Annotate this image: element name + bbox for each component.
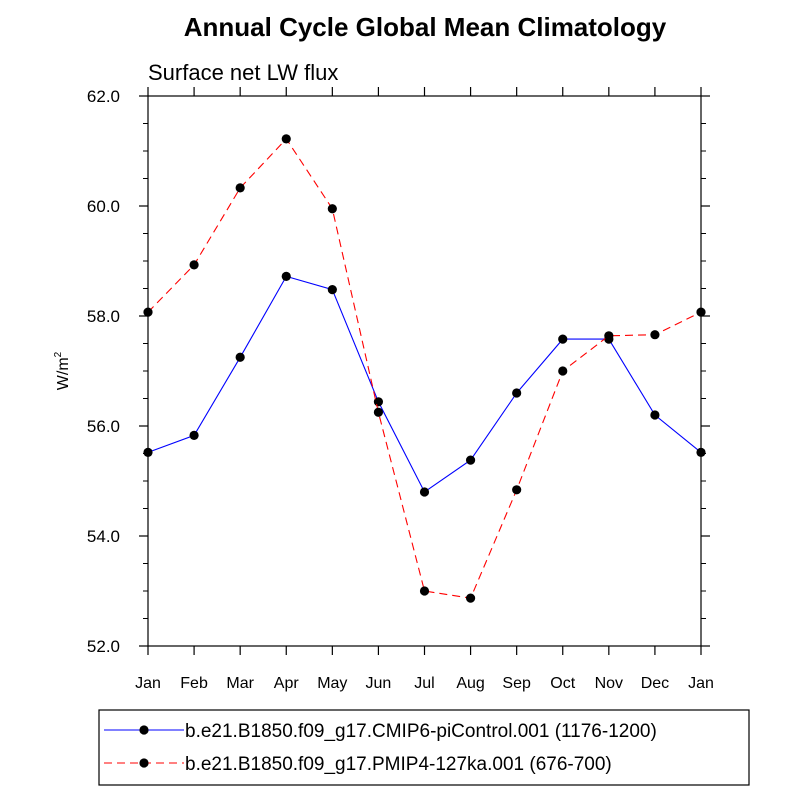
x-tick-label: Jan	[688, 675, 714, 692]
x-tick-label: Apr	[274, 675, 300, 692]
series-2-point	[327, 204, 337, 214]
x-tick-label: Aug	[456, 675, 484, 692]
series-2-point	[281, 134, 291, 144]
series-1-point	[696, 447, 706, 457]
legend-marker-1	[139, 725, 149, 735]
x-tick-label: Dec	[641, 675, 669, 692]
legend-label-1: b.e21.B1850.f09_g17.CMIP6-piControl.001 …	[185, 721, 657, 742]
legend-label-2: b.e21.B1850.f09_g17.PMIP4-127ka.001 (676…	[185, 754, 612, 775]
x-tick-label: Jun	[366, 675, 392, 692]
series-1-point	[512, 388, 522, 398]
series-1-point	[143, 447, 153, 457]
chart-title: Annual Cycle Global Mean Climatology	[184, 12, 667, 42]
x-tick-label: Feb	[180, 675, 208, 692]
x-tick-label: Jan	[135, 675, 161, 692]
y-tick-label: 52.0	[87, 637, 120, 656]
x-tick-label: Jul	[414, 675, 434, 692]
series-1-point	[327, 285, 337, 295]
y-tick-label: 54.0	[87, 527, 120, 546]
y-tick-label: 58.0	[87, 307, 120, 326]
legend: b.e21.B1850.f09_g17.CMIP6-piControl.001 …	[98, 709, 750, 786]
series-2-point	[419, 586, 430, 596]
series-line-2	[147, 138, 702, 599]
x-tick-label: May	[317, 675, 347, 692]
series-2-point	[650, 330, 660, 340]
series-2-point	[465, 593, 476, 603]
series-1-point	[281, 271, 291, 281]
series-1-point	[419, 487, 430, 497]
x-tick-label: Mar	[226, 675, 254, 692]
series-1-point	[373, 397, 384, 407]
series-2-point	[512, 485, 522, 495]
y-tick-label: 56.0	[87, 417, 120, 436]
series-2-point	[604, 331, 614, 341]
series-1-point	[189, 430, 199, 440]
series-1-point	[558, 334, 568, 344]
series-2-point	[235, 183, 245, 193]
series-2-point	[143, 307, 153, 317]
y-axis-label-unit: W/m	[55, 357, 72, 390]
series-2-point	[373, 407, 384, 417]
y-tick-label: 62.0	[87, 87, 120, 106]
legend-box	[98, 709, 750, 786]
plot-area: 52.0 54.0 56.0 58.0 60.0 62.0 Jan Feb Mar Apr May J…	[87, 87, 714, 692]
y-axis-label: W/m2	[53, 351, 72, 390]
series-2-point	[189, 260, 199, 270]
plot-frame	[147, 95, 702, 647]
series-1-point	[650, 410, 660, 420]
series-2-point	[558, 366, 568, 376]
series-2-point	[696, 307, 706, 317]
y-tick-label: 60.0	[87, 197, 120, 216]
legend-marker-2	[139, 758, 149, 768]
series-line-1	[147, 275, 702, 493]
x-tick-label: Sep	[502, 675, 531, 692]
y-axis-label-superscript: 2	[53, 351, 64, 357]
series-1-point	[465, 455, 476, 465]
chart-subtitle: Surface net LW flux	[148, 60, 338, 85]
x-tick-label: Oct	[550, 675, 575, 692]
series-1-point	[235, 352, 245, 362]
x-tick-label: Nov	[595, 675, 623, 692]
